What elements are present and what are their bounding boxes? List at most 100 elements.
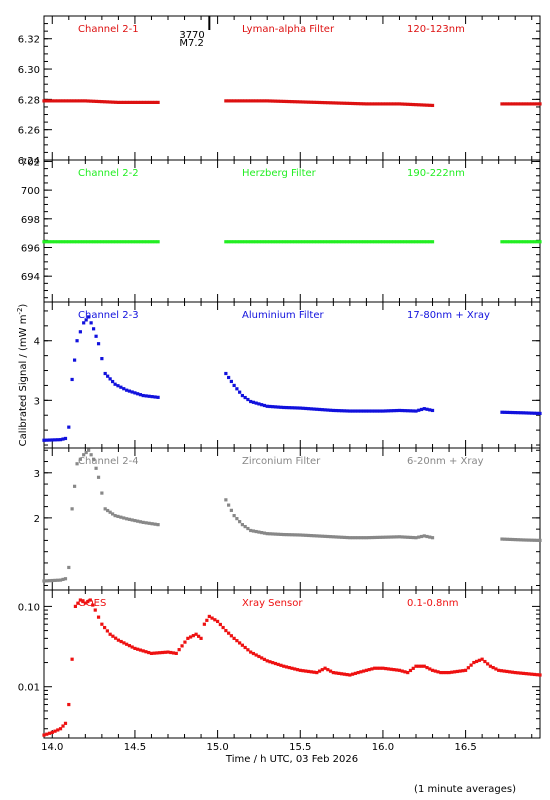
data-point bbox=[260, 99, 264, 103]
data-point bbox=[61, 437, 65, 441]
data-point bbox=[89, 453, 93, 457]
data-point bbox=[67, 425, 71, 429]
data-point bbox=[262, 403, 267, 408]
data-point bbox=[160, 650, 165, 655]
data-point bbox=[505, 410, 509, 414]
data-point bbox=[88, 598, 92, 602]
data-point bbox=[331, 101, 335, 105]
data-point bbox=[47, 240, 52, 244]
data-point bbox=[367, 536, 371, 540]
series-segment-3 bbox=[500, 537, 542, 543]
data-point bbox=[304, 100, 308, 104]
data-point bbox=[290, 240, 294, 244]
data-point bbox=[447, 670, 451, 675]
data-point bbox=[141, 520, 145, 524]
data-point bbox=[238, 641, 242, 645]
data-point bbox=[503, 410, 507, 414]
data-point bbox=[282, 405, 286, 410]
data-point bbox=[94, 99, 98, 103]
data-point bbox=[356, 102, 360, 106]
data-point bbox=[403, 535, 407, 539]
x-tick-label: 15.5 bbox=[289, 742, 311, 753]
data-point bbox=[205, 618, 209, 622]
data-point bbox=[295, 668, 300, 672]
y-tick-label: 6.26 bbox=[18, 126, 40, 137]
data-point bbox=[351, 101, 355, 106]
data-point bbox=[422, 407, 426, 411]
data-point bbox=[50, 240, 54, 244]
data-point bbox=[111, 379, 115, 384]
data-point bbox=[315, 100, 319, 104]
data-point bbox=[411, 102, 415, 107]
data-point bbox=[100, 491, 104, 495]
data-point bbox=[342, 672, 346, 676]
data-point bbox=[56, 438, 60, 442]
data-point bbox=[80, 240, 85, 244]
data-point bbox=[530, 538, 534, 542]
data-point bbox=[83, 99, 87, 103]
data-point bbox=[508, 537, 512, 541]
data-point bbox=[254, 653, 258, 657]
data-point bbox=[150, 395, 154, 399]
data-point bbox=[50, 578, 54, 583]
data-point bbox=[304, 669, 308, 673]
data-point bbox=[70, 377, 74, 382]
data-point bbox=[67, 99, 71, 103]
data-point bbox=[108, 510, 112, 514]
data-point bbox=[519, 411, 523, 415]
data-point bbox=[224, 498, 228, 502]
data-point bbox=[133, 100, 138, 104]
data-point bbox=[317, 669, 322, 673]
panel-band-label: 17-80nm + Xray bbox=[407, 310, 490, 321]
data-point bbox=[320, 668, 324, 672]
data-point bbox=[287, 533, 291, 537]
data-point bbox=[249, 399, 253, 404]
data-point bbox=[243, 395, 247, 400]
data-point bbox=[538, 102, 542, 106]
series-segment-2 bbox=[224, 371, 435, 413]
data-point bbox=[397, 408, 402, 413]
data-point bbox=[45, 99, 49, 103]
data-point bbox=[116, 384, 120, 388]
data-point bbox=[108, 240, 112, 244]
data-point bbox=[328, 240, 333, 244]
data-point bbox=[417, 103, 421, 107]
data-point bbox=[351, 536, 355, 540]
data-point bbox=[271, 240, 275, 244]
y-tick-label: 6.32 bbox=[18, 35, 40, 46]
data-point bbox=[419, 664, 424, 668]
data-point bbox=[229, 240, 233, 244]
data-point bbox=[133, 391, 137, 395]
data-point bbox=[452, 670, 457, 674]
data-point bbox=[122, 387, 126, 391]
data-point bbox=[524, 240, 529, 244]
data-point bbox=[397, 668, 402, 672]
data-point bbox=[89, 321, 93, 325]
data-point bbox=[78, 598, 82, 602]
data-point bbox=[359, 240, 363, 244]
data-point bbox=[317, 100, 322, 105]
data-point bbox=[287, 406, 291, 410]
data-point bbox=[224, 240, 228, 244]
data-point bbox=[411, 240, 415, 244]
data-point bbox=[287, 665, 291, 670]
data-point bbox=[246, 397, 250, 402]
data-point bbox=[516, 671, 520, 675]
data-point bbox=[419, 534, 424, 539]
data-point bbox=[516, 102, 520, 106]
data-point bbox=[293, 667, 297, 671]
data-point bbox=[243, 240, 247, 244]
data-point bbox=[290, 100, 294, 104]
data-point bbox=[76, 601, 80, 605]
data-point bbox=[271, 532, 275, 536]
data-point bbox=[56, 728, 60, 732]
y-tick-label: 2 bbox=[34, 514, 40, 525]
data-point bbox=[326, 101, 330, 105]
data-point bbox=[196, 634, 201, 638]
data-point bbox=[271, 405, 275, 409]
data-point bbox=[375, 409, 380, 413]
data-point bbox=[519, 102, 523, 106]
data-point bbox=[516, 240, 520, 244]
y-axis-label: Calibrated Signal / (mW m-2) bbox=[16, 304, 29, 447]
data-point bbox=[213, 618, 217, 622]
